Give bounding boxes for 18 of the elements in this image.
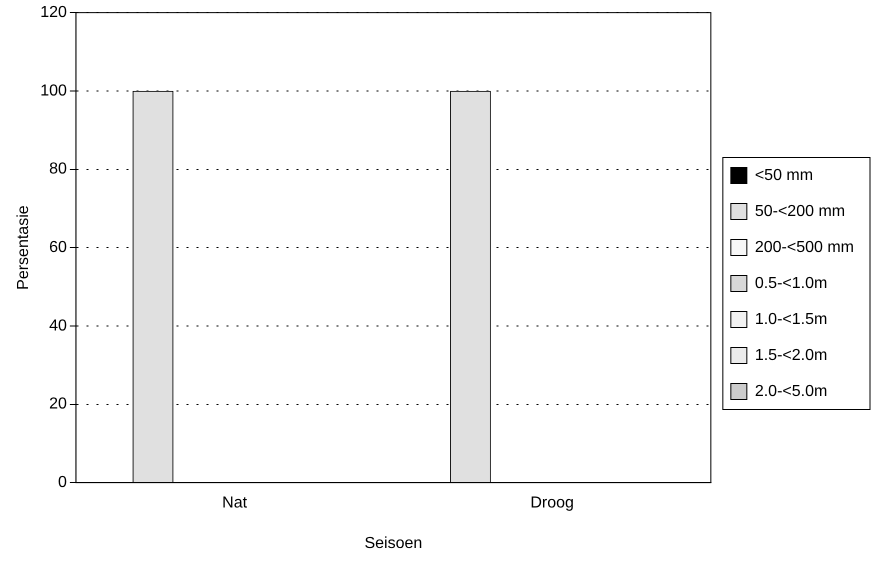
x-tick-label: Droog	[530, 494, 574, 512]
legend-label: 2.0-<5.0m	[754, 382, 828, 400]
legend-label: 50-<200 mm	[754, 202, 846, 220]
y-tick-label: 60	[49, 239, 67, 256]
legend-label: 1.0-<1.5m	[754, 310, 828, 328]
y-tick-label: 80	[49, 160, 67, 178]
legend-label: 200-<500 mm	[754, 238, 854, 256]
y-tick-label: 40	[49, 317, 67, 334]
y-axis-title: Persentasie	[15, 205, 32, 290]
legend-label: 1.5-<2.0m	[754, 346, 828, 364]
y-tick-label: 20	[49, 396, 67, 413]
y-tick-label: 0	[58, 474, 67, 492]
x-axis-title: Seisoen	[364, 534, 422, 552]
legend-label: <50 mm	[754, 166, 814, 184]
legend-label: 0.5-<1.0m	[754, 274, 828, 292]
y-tick-label: 120	[40, 4, 67, 22]
y-tick-label: 100	[40, 82, 67, 100]
x-tick-label: Nat	[222, 494, 248, 512]
